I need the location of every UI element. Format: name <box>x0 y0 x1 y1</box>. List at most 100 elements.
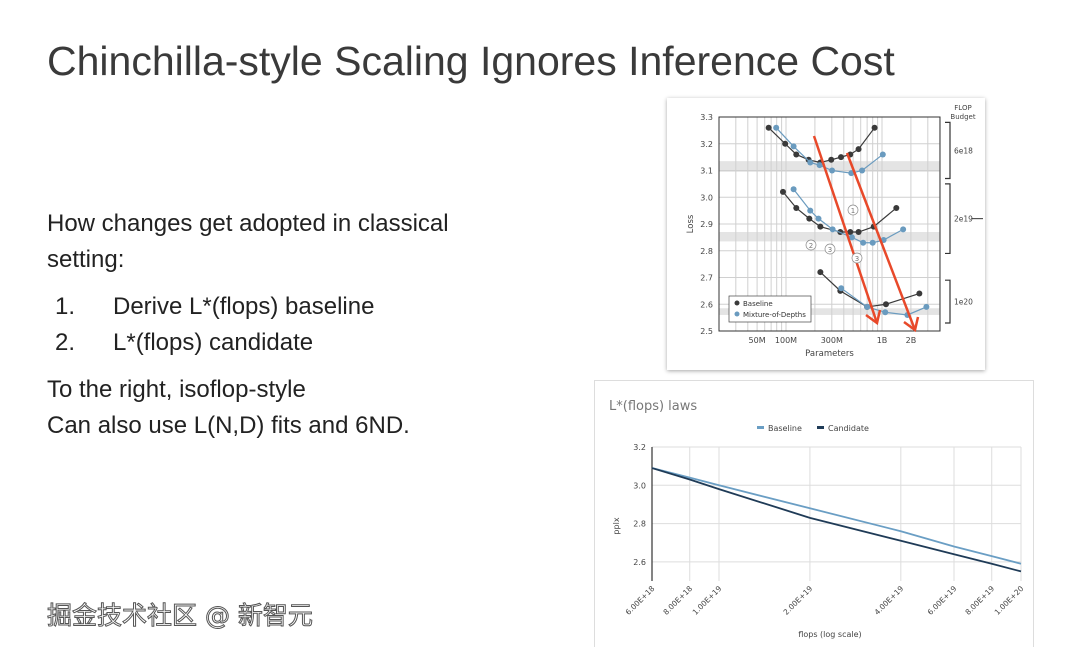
data-point <box>773 124 780 131</box>
data-point <box>790 143 797 150</box>
legend-label: Baseline <box>768 424 802 433</box>
chart-title: L*(flops) laws <box>609 399 697 414</box>
annotation-label: 3 <box>855 255 859 263</box>
note-isoflop: To the right, isoflop-style <box>47 376 306 403</box>
series-line-baseline <box>651 467 1022 565</box>
y-tick-label: 2.7 <box>700 274 713 283</box>
budget-bracket <box>945 121 951 180</box>
data-point <box>900 226 907 233</box>
note-fits: Can also use L(N,D) fits and 6ND. <box>47 412 410 439</box>
data-point <box>879 151 886 158</box>
x-tick-label: 1.00E+19 <box>691 584 724 617</box>
y-tick-label: 2.6 <box>700 300 713 309</box>
x-tick-label: 4.00E+19 <box>873 584 906 617</box>
flops-laws-chart: L*(flops) laws Baseline Candidate 2.6 2.8 3.0… <box>594 380 1034 647</box>
x-tick-label: 50M <box>749 336 766 345</box>
budget-band <box>719 161 940 172</box>
step-number: 2. <box>55 329 76 356</box>
data-point <box>923 303 930 310</box>
isoflop-chart: 2.5 2.6 2.7 2.8 2.9 3.0 3.1 3.2 3.3 50M 100M 300M 1B… <box>667 98 985 370</box>
budget-bracket <box>945 183 951 255</box>
y-tick-label: 2.5 <box>700 327 713 336</box>
budget-title: Budget <box>950 113 975 121</box>
data-point <box>855 146 862 153</box>
x-tick-label: 2B <box>906 336 917 345</box>
watermark: 掘金技术社区 @ 新智元 <box>47 601 314 631</box>
series-line-candidate <box>651 467 1022 573</box>
x-tick-label: 1B <box>877 336 888 345</box>
data-point <box>817 223 824 230</box>
annotation-label: 1 <box>851 207 855 215</box>
budget-label: 1e20 <box>954 298 973 307</box>
data-point <box>882 309 889 316</box>
y-tick-label: 2.8 <box>700 247 713 256</box>
flops-laws-chart-svg: L*(flops) laws Baseline Candidate 2.6 2.8 3.0… <box>609 399 1026 639</box>
slide-title: Chinchilla-style Scaling Ignores Inferen… <box>47 38 895 84</box>
data-point <box>829 226 836 233</box>
data-point <box>807 159 814 166</box>
step-1: 1. Derive L*(flops) baseline <box>47 293 374 321</box>
data-point <box>893 204 900 211</box>
legend-box <box>728 295 812 323</box>
data-point <box>838 285 845 292</box>
intro-text-cont: setting: <box>47 246 125 273</box>
annotation-label: 3 <box>828 246 832 254</box>
y-tick-label: 3.0 <box>633 481 646 490</box>
y-tick-label: 2.9 <box>700 220 713 229</box>
x-axis-label: Parameters <box>805 349 854 359</box>
data-point <box>864 303 871 310</box>
red-arrow <box>845 152 917 331</box>
data-point <box>793 204 800 211</box>
series-line <box>768 127 876 164</box>
data-point <box>806 215 813 222</box>
legend-marker <box>734 311 740 317</box>
data-point <box>815 215 822 222</box>
intro-text: How changes get adopted in classical <box>47 210 449 237</box>
x-tick-label: 300M <box>821 336 843 345</box>
y-tick-label: 3.1 <box>700 167 713 176</box>
data-point <box>882 301 889 308</box>
budget-bracket <box>945 279 951 324</box>
data-point <box>859 167 866 174</box>
data-point <box>807 207 814 214</box>
plot-frame <box>718 116 941 332</box>
step-2: 2. L*(flops) candidate <box>47 329 313 357</box>
y-axis-label: pplx <box>612 517 621 534</box>
data-point <box>816 162 823 169</box>
step-text: L*(flops) candidate <box>113 329 314 356</box>
y-tick-label: 3.2 <box>633 443 646 452</box>
data-point <box>829 167 836 174</box>
legend-label: Candidate <box>828 424 869 433</box>
data-point <box>779 188 786 195</box>
y-tick-label: 2.8 <box>633 520 646 529</box>
data-point <box>871 124 878 131</box>
x-tick-label: 1.00E+20 <box>993 584 1026 617</box>
x-axis-label: flops (log scale) <box>798 630 861 639</box>
data-point <box>782 140 789 147</box>
budget-band <box>719 232 940 242</box>
legend-swatch <box>817 426 824 429</box>
budget-title: FLOP <box>954 104 971 112</box>
x-tick-label: 8.00E+18 <box>661 584 694 617</box>
budget-label: 2e19 <box>954 215 973 224</box>
data-point <box>793 151 800 158</box>
red-arrow <box>812 135 879 324</box>
step-number: 1. <box>55 293 76 320</box>
annotation-circle <box>851 252 863 264</box>
y-tick-label: 2.6 <box>633 558 646 567</box>
data-point <box>817 269 824 276</box>
x-tick-label: 6.00E+19 <box>926 584 959 617</box>
annotation-circle <box>847 204 859 216</box>
legend-label: Baseline <box>743 300 773 308</box>
x-tick-label: 6.00E+18 <box>624 584 657 617</box>
data-point <box>855 229 862 236</box>
data-point <box>869 239 876 246</box>
data-point <box>828 156 835 163</box>
legend-marker <box>734 300 740 306</box>
y-axis-label: Loss <box>686 214 696 233</box>
data-point <box>860 239 867 246</box>
legend-label: Mixture-of-Depths <box>743 311 806 319</box>
x-tick-label: 100M <box>775 336 797 345</box>
